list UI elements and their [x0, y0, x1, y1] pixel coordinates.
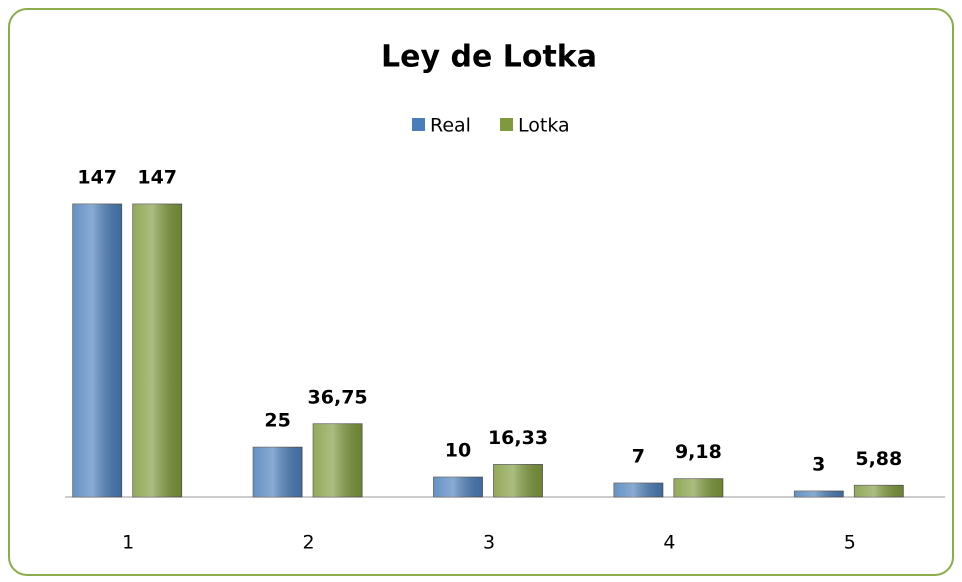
chart-title: Ley de Lotka — [381, 40, 597, 75]
bar-shine — [493, 464, 543, 497]
x-tick-label: 1 — [122, 532, 134, 554]
bar-shine — [854, 485, 904, 497]
bar-shine — [673, 478, 723, 497]
legend-swatch — [412, 118, 425, 131]
data-label: 36,75 — [308, 386, 368, 408]
bar-shine — [794, 491, 844, 497]
x-tick-label: 2 — [303, 532, 315, 554]
x-tick-label: 5 — [844, 532, 856, 554]
bar-shine — [313, 423, 363, 497]
bar-shine — [433, 477, 483, 497]
data-label: 147 — [77, 167, 117, 189]
legend-swatch — [500, 118, 513, 131]
bar-shine — [72, 204, 122, 497]
x-tick-label: 3 — [483, 532, 495, 554]
data-label: 7 — [632, 446, 645, 468]
data-label: 3 — [812, 454, 825, 476]
legend-label: Real — [430, 115, 471, 137]
data-label: 10 — [445, 440, 471, 462]
data-label: 9,18 — [675, 441, 722, 463]
bar-shine — [613, 483, 663, 497]
data-label: 16,33 — [488, 427, 548, 449]
data-label: 25 — [264, 410, 290, 432]
data-label: 5,88 — [855, 448, 902, 470]
data-label: 147 — [137, 167, 177, 189]
legend-label: Lotka — [518, 115, 570, 137]
bar-shine — [132, 204, 182, 497]
x-tick-label: 4 — [663, 532, 675, 554]
bar-shine — [253, 447, 303, 497]
chart-border — [8, 8, 954, 576]
